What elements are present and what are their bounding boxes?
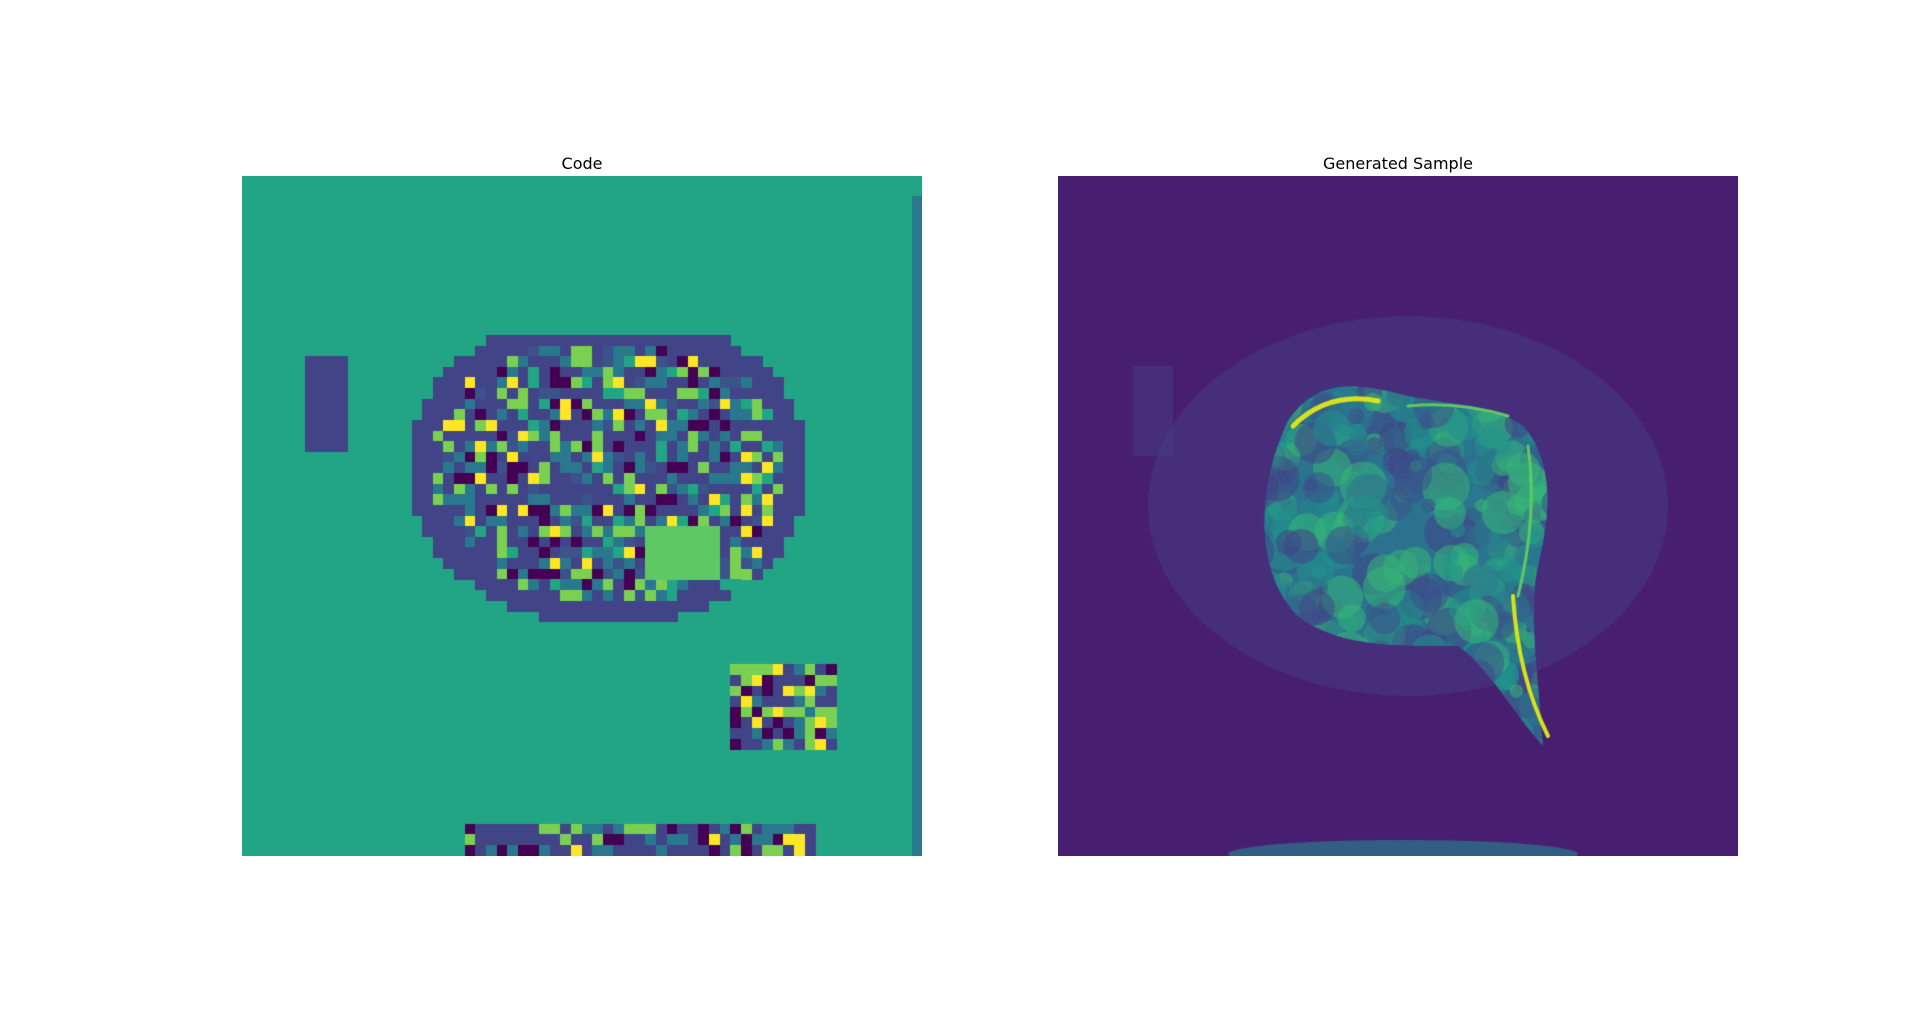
generated-sample-heatmap — [1058, 176, 1738, 856]
code-heatmap — [242, 176, 922, 856]
code-image — [242, 176, 922, 856]
generated-sample-title: Generated Sample — [1323, 154, 1473, 173]
code-panel-title: Code — [561, 154, 603, 173]
generated-sample-image — [1058, 176, 1738, 856]
